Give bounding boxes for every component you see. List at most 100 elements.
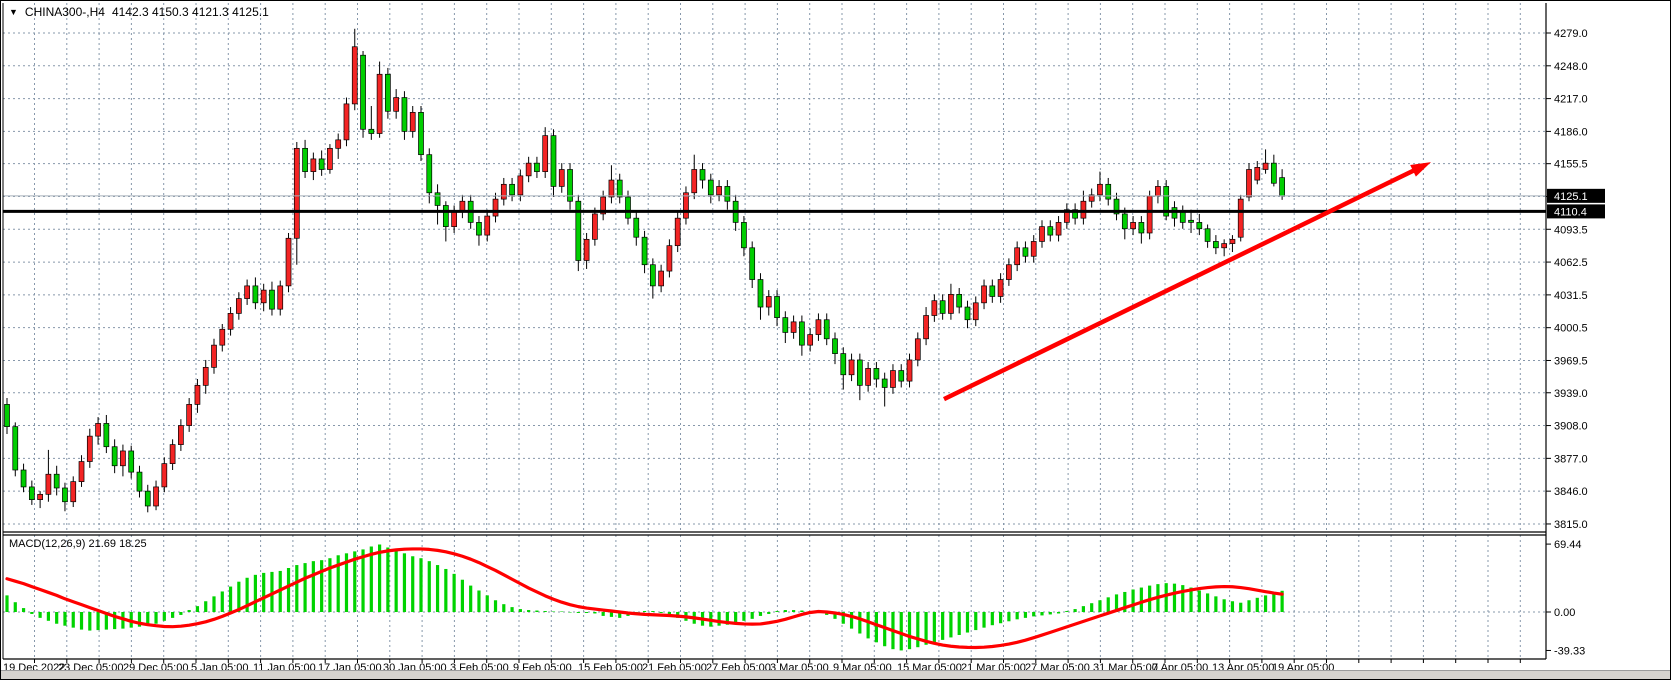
- price-lines: [3, 195, 1546, 213]
- trend-arrow[interactable]: [943, 162, 1431, 402]
- candle-up: [1246, 169, 1252, 198]
- candle-down: [898, 370, 905, 382]
- candle-up: [343, 103, 350, 141]
- candle-up: [848, 359, 855, 376]
- candle-down: [128, 450, 135, 473]
- candle-down: [4, 404, 10, 427]
- price-badge-label: 4110.4: [1554, 206, 1587, 218]
- candle-up: [227, 313, 234, 330]
- candle-down: [1022, 247, 1029, 257]
- candle-up: [583, 238, 590, 261]
- macd-histogram: [5, 544, 1284, 651]
- candle-down: [144, 490, 151, 507]
- candle-up: [1254, 167, 1261, 181]
- candle-down: [856, 359, 863, 386]
- candle-down: [823, 319, 830, 340]
- candle-up: [683, 192, 689, 219]
- candle-down: [616, 179, 623, 198]
- candle-up: [1146, 195, 1153, 234]
- candle-down: [956, 294, 963, 308]
- candle-down: [1163, 186, 1170, 217]
- candle-down: [1204, 228, 1211, 242]
- candle-down: [12, 426, 19, 471]
- candle-up: [327, 147, 333, 170]
- candle-down: [625, 196, 631, 219]
- candle-up: [674, 217, 681, 247]
- candle-down: [633, 217, 640, 238]
- candle-down: [360, 54, 366, 130]
- candle-down: [964, 306, 971, 321]
- candle-down: [1113, 198, 1120, 215]
- candle-up: [890, 370, 896, 388]
- candle-up: [1063, 209, 1070, 223]
- candle-down: [1213, 241, 1219, 249]
- candle-up: [542, 135, 549, 172]
- candle-up: [335, 139, 342, 149]
- candle-up: [1155, 186, 1161, 197]
- candle-down: [757, 279, 764, 308]
- candle-up: [1030, 241, 1037, 257]
- candle-up: [260, 289, 267, 304]
- candle-down: [302, 147, 308, 172]
- candle-up: [1080, 200, 1087, 219]
- candle-up: [914, 338, 921, 361]
- candle-up: [608, 179, 615, 198]
- candle-down: [873, 368, 880, 380]
- trend-arrow-head[interactable]: [1410, 162, 1431, 177]
- candle-up: [95, 423, 101, 437]
- candle-up: [161, 463, 168, 488]
- candle-up: [716, 186, 722, 196]
- symbol-timeframe-label: CHINA300-,H4: [24, 5, 105, 19]
- candle-up: [981, 285, 987, 304]
- price-axis-label: 4031.5: [1554, 290, 1588, 302]
- candle-down: [401, 97, 408, 132]
- candle-up: [1055, 222, 1062, 236]
- price-axis-label: 3908.0: [1554, 421, 1588, 433]
- symbol-dropdown-icon[interactable]: ▼: [9, 6, 18, 17]
- price-badges: 4125.1 4110.4: [1547, 188, 1605, 219]
- candle-up: [691, 169, 698, 194]
- candle-up: [120, 450, 126, 467]
- candle-up: [1221, 243, 1228, 249]
- candle-up: [765, 296, 772, 308]
- trend-arrow-shaft[interactable]: [943, 167, 1418, 402]
- candle-down: [724, 186, 731, 202]
- candle-down: [252, 285, 259, 304]
- price-axis: 4279.0 4248.0 4217.0 4186.0 4155.5 4093.5 4062…: [1546, 28, 1588, 531]
- ohlc-values-label: 4142.3 4150.3 4121.3 4125.1: [111, 5, 269, 19]
- candle-down: [1138, 222, 1145, 234]
- candle-down: [1121, 213, 1128, 230]
- candle-up: [285, 237, 292, 287]
- candle-down: [832, 338, 838, 354]
- price-axis-label: 4248.0: [1554, 61, 1588, 73]
- candle-down: [20, 469, 27, 488]
- candle-up: [178, 425, 184, 445]
- candle-down: [1072, 209, 1078, 219]
- candle-up: [244, 285, 250, 299]
- candle-up: [194, 384, 201, 405]
- price-axis-label: 4000.5: [1554, 323, 1588, 335]
- candle-up: [211, 344, 217, 368]
- candle-down: [426, 154, 433, 194]
- candle-up: [492, 198, 499, 217]
- grid-lines: [3, 3, 1546, 663]
- candle-up: [293, 147, 300, 239]
- candle-up: [484, 215, 491, 236]
- candle-up: [906, 359, 913, 382]
- candle-down: [741, 222, 747, 249]
- window-bottom-chrome: [1, 670, 1670, 679]
- candle-up: [790, 321, 797, 333]
- candle-up: [451, 211, 457, 227]
- candle-down: [782, 317, 789, 333]
- price-axis-label: 3815.0: [1554, 519, 1588, 531]
- candle-up: [70, 481, 77, 503]
- candle-up: [219, 328, 226, 346]
- candle-up: [202, 367, 209, 386]
- panel-borders: [2, 3, 1547, 660]
- candle-up: [558, 169, 565, 187]
- candle-down: [269, 289, 275, 310]
- candle-up: [235, 298, 242, 314]
- macd-signal-line: [5, 547, 1284, 650]
- candle-down: [418, 112, 424, 156]
